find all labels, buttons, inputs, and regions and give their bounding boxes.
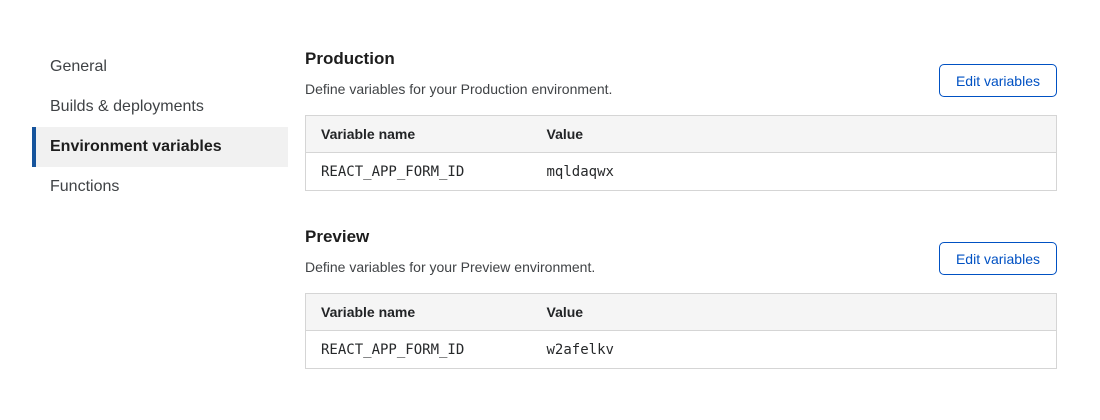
settings-content: Production Edit variables Define variabl… [305,49,1057,369]
section-title-preview: Preview [305,227,370,246]
settings-sidebar: General Builds & deployments Environment… [32,47,288,207]
edit-variables-button-production[interactable]: Edit variables [938,64,1057,97]
sidebar-item-label: Functions [50,178,120,195]
sidebar-item-label: General [50,58,107,75]
section-title-production: Production [305,49,395,68]
sidebar-item-environment-variables[interactable]: Environment variables [32,127,288,167]
column-header-variable-name: Variable name [305,115,532,153]
sidebar-item-label: Environment variables [50,138,222,155]
preview-section: Preview Edit variables Define variables … [305,227,1057,369]
section-description-production: Define variables for your Production env… [305,81,613,97]
section-description-preview: Define variables for your Preview enviro… [305,259,596,275]
table-row: REACT_APP_FORM_ID w2afelkv [306,331,1057,369]
column-header-value: Value [531,293,1057,331]
column-header-value: Value [531,115,1057,153]
sidebar-item-label: Builds & deployments [50,98,204,115]
table-row: REACT_APP_FORM_ID mqldaqwx [306,153,1057,191]
variable-name-cell: REACT_APP_FORM_ID [321,163,465,180]
production-section: Production Edit variables Define variabl… [305,49,1057,191]
edit-variables-button-preview[interactable]: Edit variables [938,242,1057,275]
sidebar-item-general[interactable]: General [32,47,288,87]
table-header-row: Variable name Value [305,115,1057,153]
variable-value-cell: mqldaqwx [546,163,614,180]
sidebar-item-functions[interactable]: Functions [32,167,288,207]
column-header-variable-name: Variable name [305,293,532,331]
sidebar-item-builds-deployments[interactable]: Builds & deployments [32,87,288,127]
variable-value-cell: w2afelkv [546,341,614,358]
preview-variables-table: Variable name Value REACT_APP_FORM_ID w2… [305,293,1057,369]
production-variables-table: Variable name Value REACT_APP_FORM_ID mq… [305,115,1057,191]
variable-name-cell: REACT_APP_FORM_ID [321,341,465,358]
table-header-row: Variable name Value [305,293,1057,331]
